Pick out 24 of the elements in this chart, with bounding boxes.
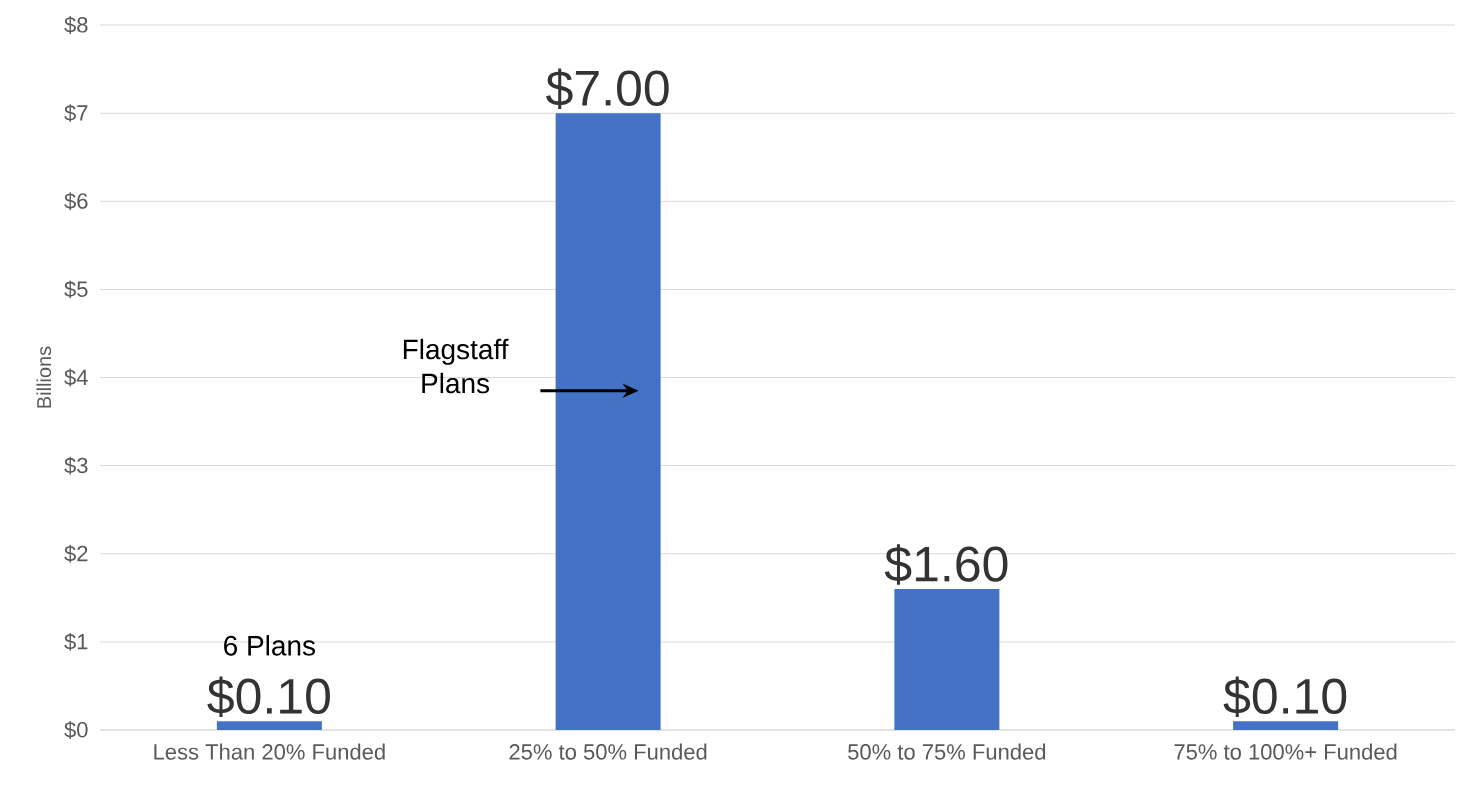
bar: [1233, 721, 1339, 730]
data-label: $1.60: [884, 544, 1008, 585]
data-label: $7.00: [546, 68, 669, 109]
y-axis-title: Billions: [36, 346, 52, 408]
annotation: 6 Plans: [224, 635, 316, 656]
x-tick-label: 75% to 100%+ Funded: [1174, 743, 1397, 760]
x-tick-label: 50% to 75% Funded: [848, 743, 1046, 760]
y-tick-label: $1: [64, 632, 88, 651]
y-tick-label: $0: [64, 721, 88, 739]
x-tick-label: 25% to 50% Funded: [509, 743, 707, 760]
bar: [894, 589, 1000, 730]
y-tick-label: $2: [64, 544, 88, 563]
y-tick-label: $5: [64, 280, 88, 299]
annotation: Flagstaff Plans: [403, 338, 509, 394]
y-tick-label: $6: [64, 192, 88, 211]
bar: [555, 113, 661, 730]
y-tick-label: $8: [64, 16, 88, 34]
bar: [216, 721, 322, 730]
x-tick-label: Less Than 20% Funded: [154, 743, 385, 760]
y-tick-label: $3: [64, 456, 88, 475]
data-label: $0.10: [207, 676, 330, 717]
data-label: $0.10: [1223, 676, 1347, 717]
y-tick-label: $4: [64, 368, 88, 387]
y-tick-label: $7: [64, 104, 88, 123]
